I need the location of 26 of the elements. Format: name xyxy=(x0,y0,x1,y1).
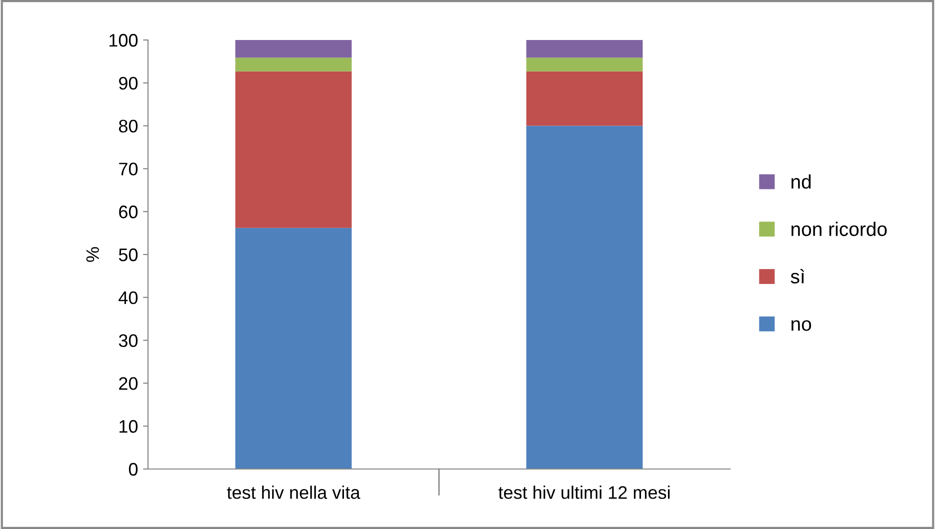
bar xyxy=(235,58,352,72)
y-tick-label: 30 xyxy=(118,334,138,348)
bar xyxy=(526,58,643,72)
y-tick-label: 100 xyxy=(110,34,138,47)
bar xyxy=(526,40,643,58)
y-tick-label: 20 xyxy=(119,377,138,390)
legend-label: no xyxy=(792,320,812,331)
y-tick-label: 60 xyxy=(119,206,138,218)
bar xyxy=(526,126,643,469)
y-tick-label: 10 xyxy=(120,420,138,433)
legend-label: nd xyxy=(792,174,811,189)
bar xyxy=(235,228,352,469)
legend-label: sì xyxy=(790,268,804,284)
y-tick-label: 80 xyxy=(118,120,138,133)
y-tick-label: 0 xyxy=(128,462,138,476)
y-tick-label: 70 xyxy=(119,162,138,176)
y-tick-label: 90 xyxy=(119,76,138,90)
y-tick-label: 50 xyxy=(118,248,138,262)
bar xyxy=(235,40,352,58)
legend-label: non ricordo xyxy=(792,222,887,236)
bar xyxy=(526,71,643,126)
bar xyxy=(235,71,352,228)
y-axis-title: % xyxy=(86,247,99,262)
x-tick-label: test hiv nella vita xyxy=(227,486,360,499)
y-tick-label: 40 xyxy=(118,291,138,304)
x-tick-label: test hiv ultimi 12 mesi xyxy=(498,486,670,499)
